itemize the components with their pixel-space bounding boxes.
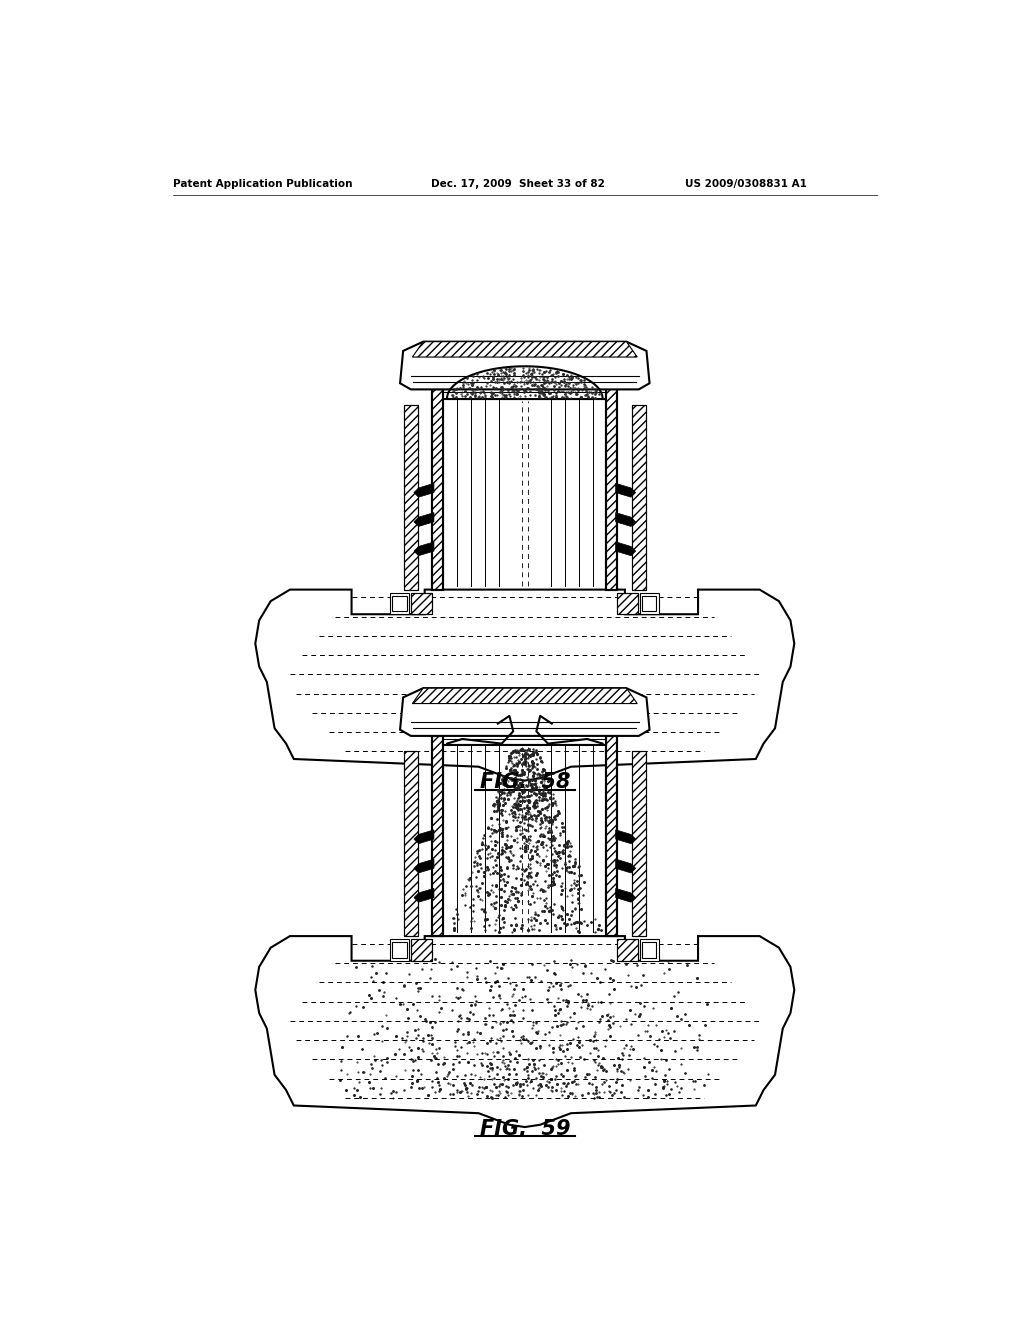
Polygon shape: [414, 543, 434, 556]
Bar: [606, 737, 617, 936]
Text: US 2009/0308831 A1: US 2009/0308831 A1: [685, 180, 807, 189]
Bar: [392, 595, 407, 611]
Text: Patent Application Publication: Patent Application Publication: [173, 180, 352, 189]
Bar: [411, 593, 432, 614]
Polygon shape: [255, 590, 795, 780]
Bar: [606, 389, 617, 590]
Polygon shape: [615, 483, 636, 498]
Text: Dec. 17, 2009  Sheet 33 of 82: Dec. 17, 2009 Sheet 33 of 82: [431, 180, 605, 189]
Polygon shape: [400, 342, 649, 389]
Polygon shape: [414, 859, 434, 873]
Bar: [640, 593, 658, 614]
Polygon shape: [632, 405, 646, 590]
Polygon shape: [414, 483, 434, 498]
Bar: [606, 389, 617, 590]
Polygon shape: [403, 405, 418, 590]
Text: FIG.  59: FIG. 59: [479, 1118, 570, 1139]
Bar: [390, 940, 410, 961]
Polygon shape: [414, 512, 434, 527]
Text: FIG.  58: FIG. 58: [479, 772, 570, 792]
Polygon shape: [413, 342, 637, 358]
Polygon shape: [255, 936, 795, 1127]
Bar: [642, 595, 656, 611]
Bar: [411, 940, 432, 961]
Polygon shape: [615, 543, 636, 556]
Polygon shape: [413, 688, 637, 704]
Polygon shape: [615, 888, 636, 903]
Polygon shape: [400, 688, 649, 737]
Bar: [617, 593, 638, 614]
Bar: [432, 389, 443, 590]
Polygon shape: [403, 751, 418, 936]
Bar: [392, 942, 407, 958]
Bar: [432, 737, 443, 936]
Polygon shape: [615, 512, 636, 527]
Bar: [617, 940, 638, 961]
Bar: [432, 389, 443, 590]
Bar: [432, 737, 443, 936]
Polygon shape: [414, 830, 434, 843]
Polygon shape: [615, 859, 636, 873]
Bar: [642, 942, 656, 958]
Polygon shape: [414, 888, 434, 903]
Bar: [617, 593, 638, 614]
Polygon shape: [615, 830, 636, 843]
Polygon shape: [632, 751, 646, 936]
Bar: [606, 737, 617, 936]
Bar: [411, 940, 432, 961]
Bar: [411, 593, 432, 614]
Bar: [640, 940, 658, 961]
Bar: [617, 940, 638, 961]
Bar: [390, 593, 410, 614]
